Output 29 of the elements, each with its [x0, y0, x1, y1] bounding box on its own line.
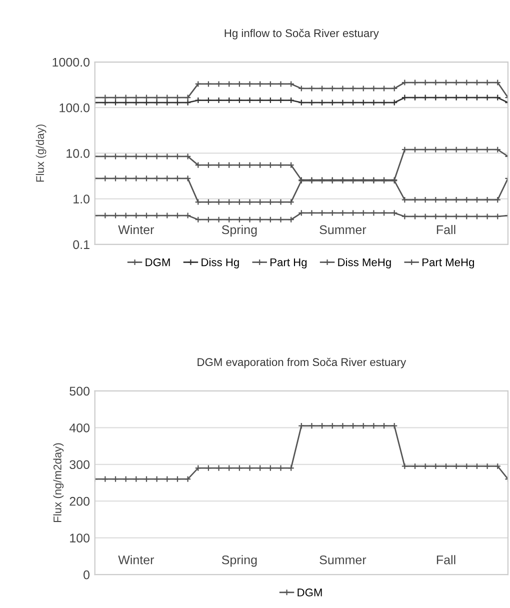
y-tick-label: 1000.0 — [52, 58, 90, 67]
y-tick-label: 500 — [70, 386, 90, 396]
y-tick-label: 200 — [70, 496, 90, 506]
x-tick-label: Winter — [118, 224, 154, 234]
x-tick-label: Fall — [436, 555, 456, 564]
y-tick-label: 300 — [70, 460, 90, 470]
y-tick-label: 0.1 — [73, 240, 90, 250]
legend-label: DGM — [146, 258, 170, 266]
x-tick-label: Summer — [320, 555, 366, 564]
legend-label: DGM — [298, 588, 322, 596]
y-tick-label: 100.0 — [60, 103, 90, 112]
legend-label: Diss MeHg — [338, 258, 391, 268]
legend-label: Diss Hg — [202, 258, 239, 268]
chart-title: Hg inflow to Soča River estuary — [224, 28, 379, 40]
legend-label: Part Hg — [270, 258, 307, 268]
y-tick-label: 10.0 — [66, 149, 90, 158]
x-tick-label: Winter — [118, 555, 154, 564]
x-tick-label: Spring — [222, 224, 257, 237]
x-tick-label: Fall — [436, 224, 456, 234]
x-tick-label: Summer — [320, 225, 366, 234]
y-axis-title: Flux (ng/m2day) — [53, 443, 64, 522]
x-tick-label: Spring — [222, 555, 257, 567]
legend-label: Part MeHg — [422, 258, 474, 268]
y-tick-label: 100 — [70, 534, 90, 542]
y-axis-title: Flux (g/day) — [36, 124, 46, 182]
y-tick-label: 400 — [69, 423, 90, 432]
y-tick-label: 0 — [84, 570, 90, 580]
chart-title: DGM evaporation from Soča River estuary — [198, 358, 406, 368]
y-tick-label: 1.0 — [74, 194, 90, 204]
